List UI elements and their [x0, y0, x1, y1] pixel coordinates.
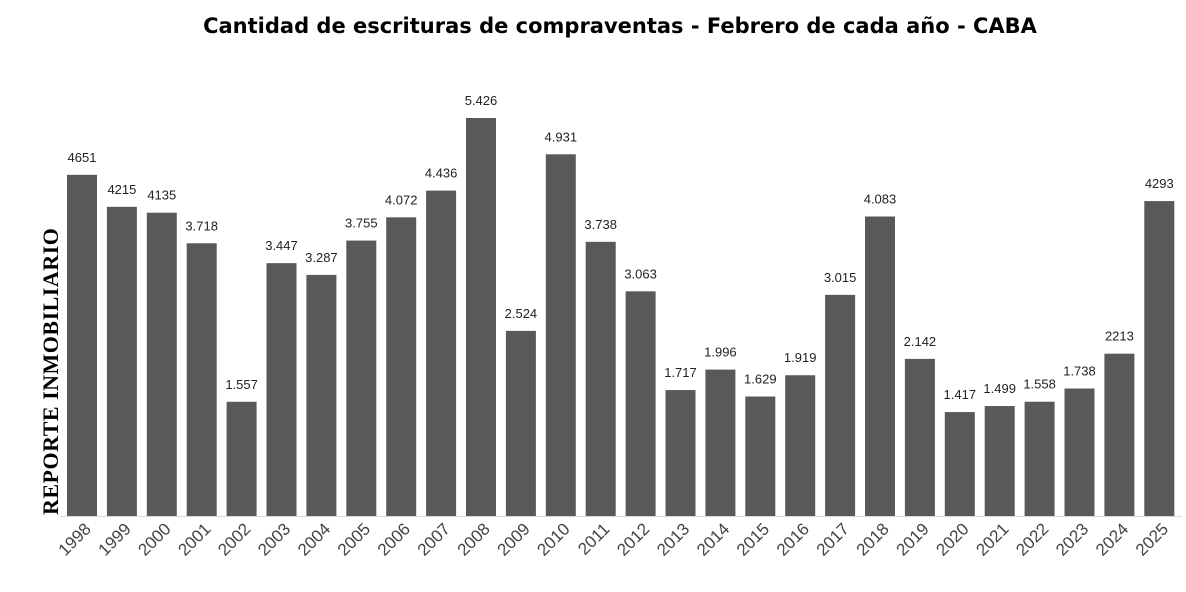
x-tick-2016: 2016: [773, 519, 813, 559]
chart-title: Cantidad de escrituras de compraventas -…: [203, 14, 1037, 38]
bar-2017: [825, 294, 856, 516]
x-tick-2011: 2011: [574, 519, 613, 558]
x-tick-2014: 2014: [693, 519, 733, 559]
data-label-2018: 4.083: [864, 192, 897, 207]
data-label-2003: 3.447: [265, 238, 298, 253]
data-label-2005: 3.755: [345, 216, 378, 231]
data-label-2009: 2.524: [505, 306, 538, 321]
x-tick-2021: 2021: [972, 519, 1012, 559]
bar-2002: [226, 401, 257, 516]
bar-2009: [505, 330, 536, 516]
x-tick-2006: 2006: [374, 519, 414, 559]
x-tick-2020: 2020: [932, 519, 972, 559]
data-label-2006: 4.072: [385, 192, 418, 207]
bar-2010: [545, 154, 576, 516]
data-label-2010: 4.931: [545, 129, 578, 144]
x-tick-2003: 2003: [254, 519, 294, 559]
x-tick-2023: 2023: [1052, 519, 1092, 559]
data-label-2017: 3.015: [824, 270, 857, 285]
bar-2004: [306, 274, 337, 516]
x-tick-2017: 2017: [813, 519, 853, 559]
data-label-2013: 1.717: [664, 365, 697, 380]
bar-2003: [266, 263, 297, 516]
bar-2024: [1104, 353, 1135, 516]
bar-2001: [186, 243, 217, 516]
bar-1999: [106, 206, 137, 516]
bar-2006: [386, 217, 417, 516]
bar-2014: [705, 369, 736, 516]
data-label-1999: 4215: [107, 182, 136, 197]
data-label-2008: 5.426: [465, 93, 498, 108]
x-tick-2004: 2004: [294, 519, 334, 559]
data-label-2023: 1.738: [1063, 364, 1096, 379]
x-tick-1998: 1998: [55, 519, 95, 559]
data-label-2016: 1.919: [784, 350, 817, 365]
bar-2020: [944, 412, 975, 516]
x-tick-2002: 2002: [214, 519, 254, 559]
bar-2016: [785, 375, 816, 516]
data-label-2004: 3.287: [305, 250, 338, 265]
data-label-2007: 4.436: [425, 166, 458, 181]
bar-2007: [426, 190, 457, 516]
bar-2005: [346, 240, 377, 517]
x-tick-2024: 2024: [1092, 519, 1132, 559]
bar-2025: [1144, 201, 1175, 517]
x-tick-2015: 2015: [733, 519, 773, 559]
x-tick-2008: 2008: [454, 519, 494, 559]
x-tick-2005: 2005: [334, 519, 374, 559]
bar-2008: [466, 118, 496, 516]
x-tick-2022: 2022: [1012, 519, 1052, 559]
x-tick-2025: 2025: [1132, 519, 1172, 559]
bar-2023: [1064, 388, 1095, 516]
bar-2012: [625, 291, 656, 516]
bar-2021: [984, 406, 1015, 516]
data-label-1998: 4651: [68, 150, 97, 165]
x-tick-2013: 2013: [653, 519, 693, 559]
data-label-2021: 1.499: [983, 381, 1016, 396]
data-label-2011: 3.738: [584, 217, 617, 232]
data-label-2020: 1.417: [944, 387, 977, 402]
bar-2015: [745, 396, 776, 516]
data-label-2025: 4293: [1145, 176, 1174, 191]
bar-1998: [67, 174, 97, 516]
bar-2000: [146, 212, 177, 516]
x-tick-2012: 2012: [613, 519, 653, 559]
bar-2011: [585, 241, 616, 516]
bar-2019: [904, 358, 935, 516]
x-tick-2018: 2018: [853, 519, 893, 559]
data-label-2002: 1.557: [225, 377, 258, 392]
bar-2013: [665, 390, 696, 516]
x-tick-2007: 2007: [414, 519, 454, 559]
x-tick-2000: 2000: [134, 519, 174, 559]
x-tick-2010: 2010: [533, 519, 573, 559]
data-label-2024: 2213: [1105, 329, 1134, 344]
data-label-2012: 3.063: [624, 266, 657, 281]
data-label-2000: 4135: [147, 188, 176, 203]
bar-2022: [1024, 401, 1055, 516]
x-tick-2001: 2001: [174, 519, 214, 559]
data-label-2015: 1.629: [744, 372, 777, 387]
data-label-2019: 2.142: [904, 334, 937, 349]
data-label-2022: 1.558: [1023, 377, 1056, 392]
x-tick-2009: 2009: [494, 519, 534, 559]
bar-2018: [865, 216, 895, 516]
data-label-2001: 3.718: [185, 218, 218, 233]
x-tick-2019: 2019: [893, 519, 933, 559]
data-label-2014: 1.996: [704, 345, 737, 360]
x-tick-1999: 1999: [95, 519, 135, 559]
